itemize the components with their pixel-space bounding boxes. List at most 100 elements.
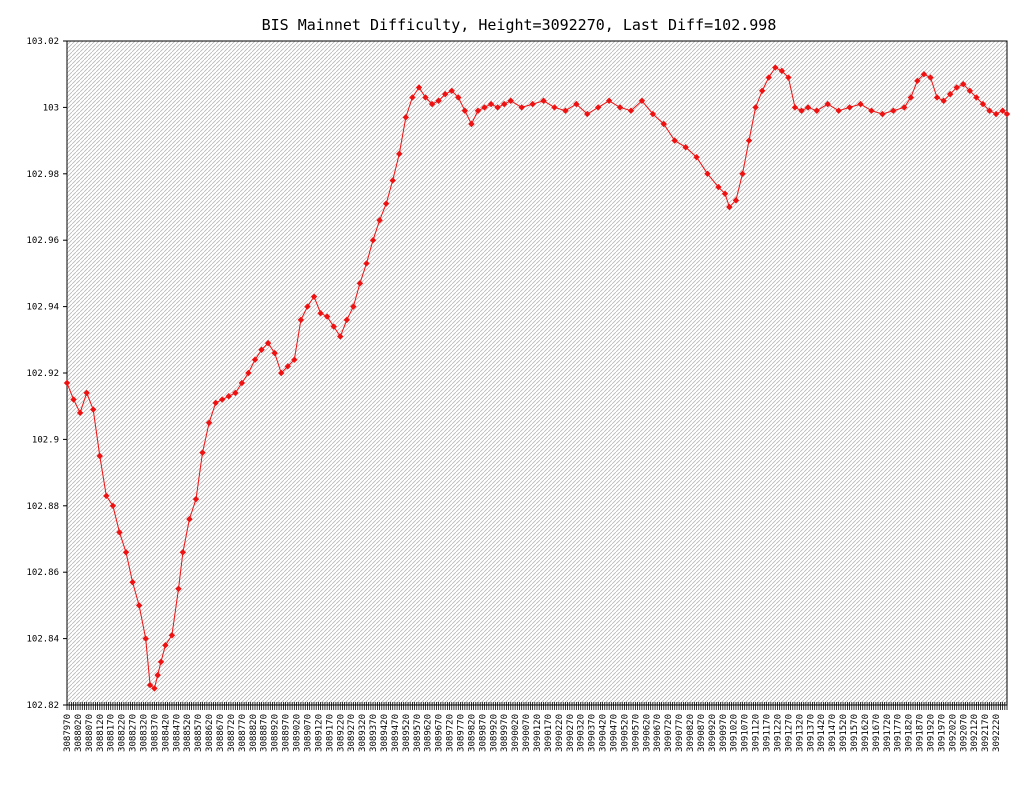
data-point: [212, 399, 219, 407]
y-tick-label: 103.02: [26, 37, 59, 47]
data-point: [146, 681, 154, 689]
data-point: [271, 349, 278, 357]
y-tick-label: 102.86: [26, 568, 59, 578]
data-point: [616, 104, 624, 111]
data-point: [933, 94, 941, 101]
data-point: [343, 316, 351, 324]
data-point: [914, 77, 921, 85]
data-point: [278, 369, 285, 377]
x-tick-label: 3091570: [850, 714, 860, 752]
x-tick-label: 3089620: [424, 714, 434, 752]
data-point: [785, 74, 792, 81]
data-point: [857, 100, 864, 108]
y-tick-label: 102.96: [26, 236, 59, 246]
data-point: [264, 339, 272, 347]
data-point: [946, 90, 954, 98]
x-tick-label: 3090320: [577, 714, 587, 752]
x-tick-label: 3088520: [183, 714, 193, 752]
data-point: [835, 107, 842, 114]
data-point: [562, 107, 569, 114]
x-axis: 3087970 3088020 3088070 3088120 3088170 30882…: [63, 702, 1008, 752]
data-point: [813, 107, 821, 114]
x-tick-label: 3091470: [828, 714, 838, 752]
x-tick-label: 3088420: [161, 714, 171, 752]
data-point: [135, 602, 143, 609]
data-point: [310, 293, 318, 300]
x-tick-label: 3089520: [402, 714, 412, 752]
data-point: [297, 316, 305, 324]
data-point: [732, 197, 740, 204]
data-point: [461, 107, 469, 114]
data-point: [573, 100, 580, 108]
x-tick-label: 3092120: [970, 714, 980, 752]
x-tick-label: 3088570: [194, 714, 204, 752]
data-point: [116, 529, 123, 536]
data-point: [693, 154, 700, 161]
data-point: [682, 144, 689, 151]
x-tick-label: 3091970: [937, 714, 947, 752]
data-point: [907, 94, 915, 101]
x-tick-label: 3090770: [675, 714, 685, 752]
data-point: [232, 389, 239, 397]
data-point: [804, 104, 812, 111]
x-tick-label: 3091320: [795, 714, 805, 752]
data-point: [584, 110, 591, 118]
y-tick-label: 102.98: [26, 170, 59, 180]
data-point: [649, 110, 657, 118]
data-point: [765, 74, 772, 81]
data-point: [291, 356, 298, 363]
data-point: [846, 104, 853, 111]
x-tick-label: 3089770: [456, 714, 466, 752]
x-tick-label: 3090820: [686, 714, 696, 752]
data-point: [745, 137, 753, 144]
data-point: [376, 217, 383, 224]
data-point: [103, 492, 110, 500]
x-tick-label: 3089220: [336, 714, 346, 752]
x-tick-label: 3090020: [511, 714, 521, 752]
data-point: [162, 642, 169, 649]
x-tick-label: 3089370: [369, 714, 379, 752]
x-tick-label: 3092170: [981, 714, 991, 752]
x-tick-label: 3090920: [708, 714, 718, 752]
data-point: [778, 67, 786, 75]
x-tick-label: 3090420: [599, 714, 609, 752]
x-tick-label: 3091870: [916, 714, 926, 752]
y-tick-label: 103: [43, 103, 59, 113]
data-point: [168, 632, 176, 639]
data-point: [455, 94, 462, 101]
x-tick-label: 3089420: [380, 714, 390, 752]
x-tick-label: 3089970: [500, 714, 510, 752]
x-tick-label: 3092220: [992, 714, 1002, 752]
x-tick-label: 3091920: [926, 714, 936, 752]
x-tick-label: 3091370: [806, 714, 816, 752]
data-point: [1003, 110, 1011, 118]
x-tick-label: 3090220: [555, 714, 565, 752]
x-tick-label: 3088370: [150, 714, 160, 752]
data-point: [382, 200, 390, 207]
data-point: [627, 107, 635, 114]
x-tick-label: 3089120: [314, 714, 324, 752]
data-point: [973, 94, 980, 101]
data-point: [238, 379, 246, 387]
data-point: [940, 97, 947, 104]
y-tick-label: 102.84: [26, 635, 59, 645]
data-point: [435, 97, 442, 104]
x-tick-label: 3088720: [227, 714, 237, 752]
x-tick-label: 3088020: [74, 714, 84, 752]
data-point: [704, 170, 711, 177]
data-point: [481, 104, 488, 111]
data-point: [76, 409, 84, 417]
x-tick-label: 3090970: [719, 714, 729, 752]
x-tick-label: 3089820: [467, 714, 477, 752]
y-tick-label: 102.88: [26, 502, 59, 512]
x-tick-label: 3091620: [861, 714, 871, 752]
x-tick-label: 3089570: [413, 714, 423, 752]
data-point: [389, 177, 396, 184]
x-tick-label: 3088870: [260, 714, 270, 752]
data-point: [798, 107, 805, 114]
data-point: [245, 369, 252, 377]
x-tick-label: 3091520: [839, 714, 849, 752]
x-tick-label: 3092020: [948, 714, 958, 752]
data-point: [199, 449, 206, 456]
x-tick-label: 3090370: [588, 714, 598, 752]
